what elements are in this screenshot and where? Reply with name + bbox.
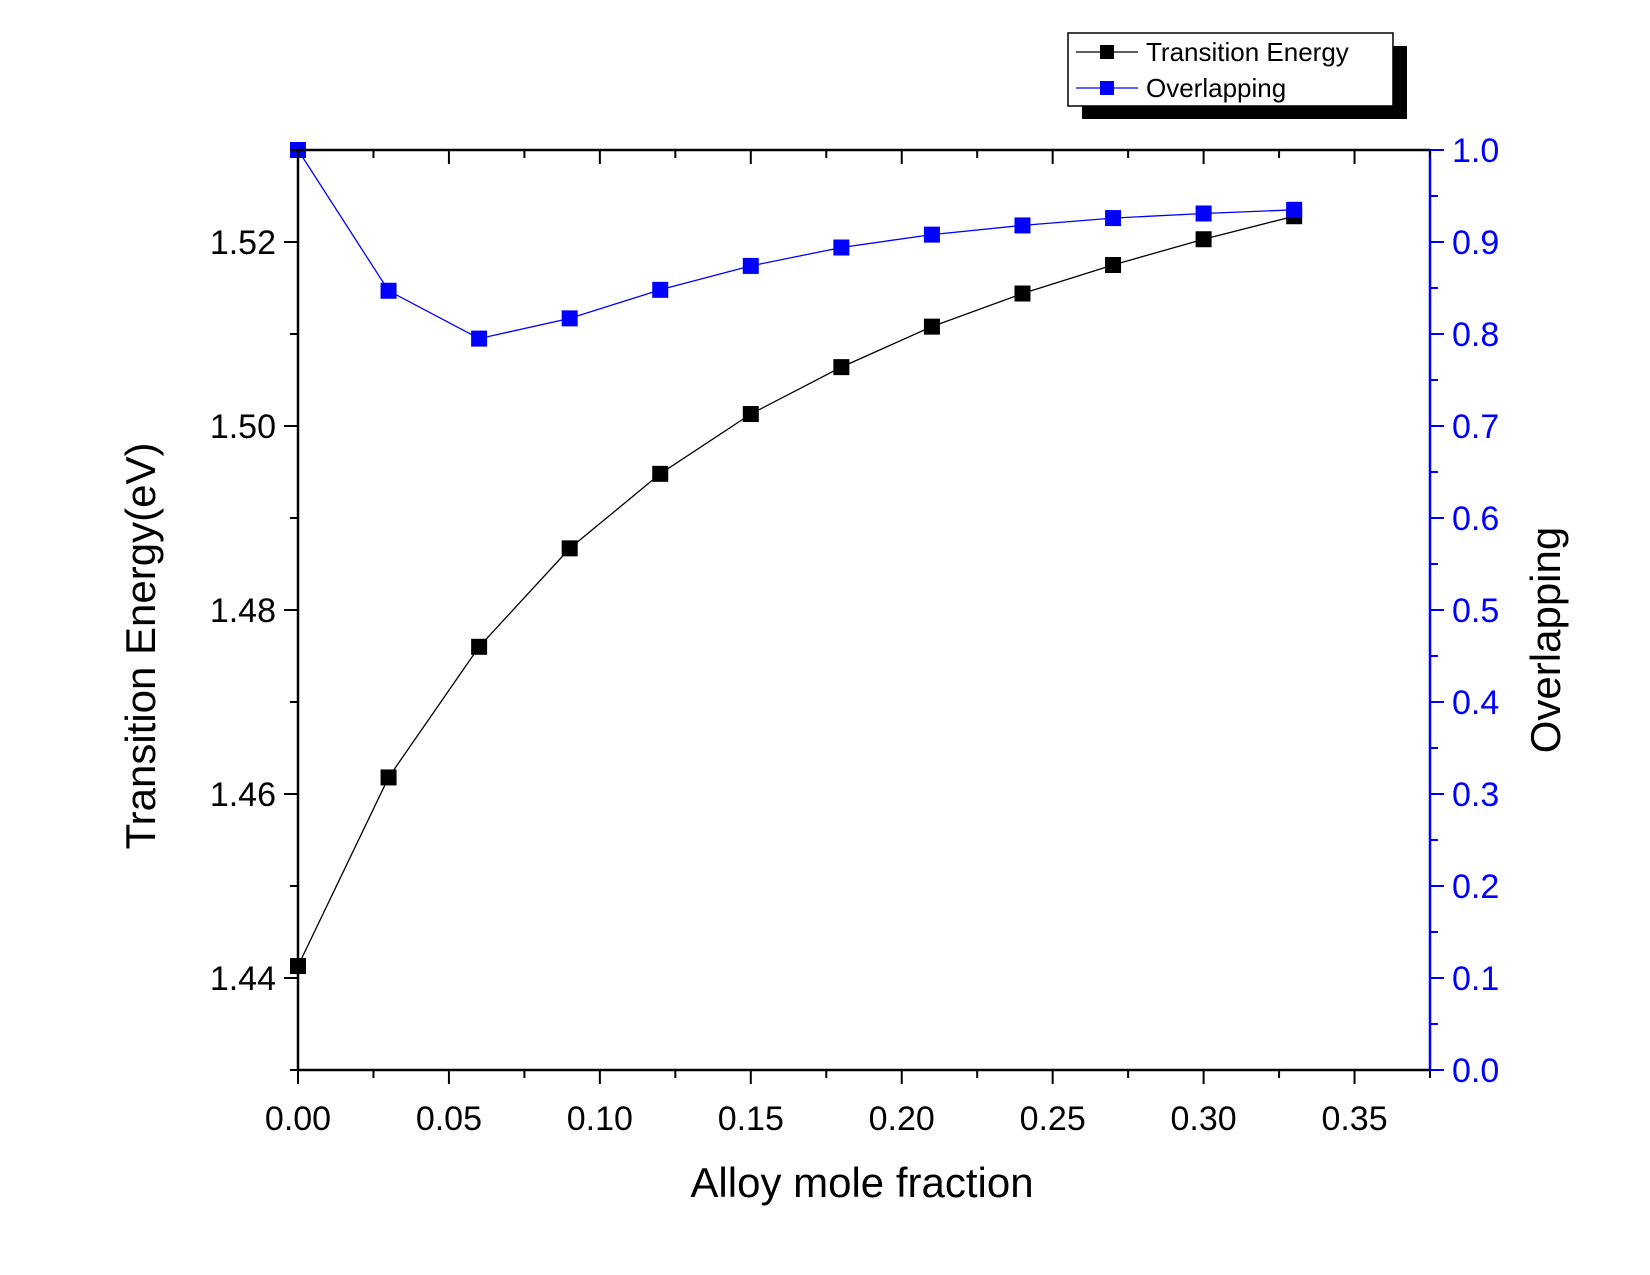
series-lines bbox=[297, 149, 1295, 967]
y-right-tick-label: 0.7 bbox=[1452, 408, 1499, 446]
x-axis-label: Alloy mole fraction bbox=[690, 1159, 1033, 1206]
y-left-tick-label: 1.44 bbox=[210, 960, 276, 998]
y-right-tick-label: 0.5 bbox=[1452, 592, 1499, 630]
tick-labels: 0.00 0.05 0.10 0.15 0.20 0.25 0.30 0.35 1.44 1.46… bbox=[210, 132, 1499, 1138]
legend-marker-transition-energy bbox=[1100, 45, 1114, 59]
legend-box bbox=[1067, 32, 1394, 107]
marker-transition-energy bbox=[1105, 257, 1122, 273]
x-tick-label: 0.20 bbox=[869, 1100, 935, 1138]
y-right-tick-label: 0.0 bbox=[1452, 1052, 1499, 1090]
marker-transition-energy bbox=[561, 540, 578, 557]
y-left-tick-label: 1.48 bbox=[210, 592, 276, 630]
y-axis-label-left: Transition Energy(eV) bbox=[117, 443, 164, 850]
axes bbox=[284, 148, 1444, 1084]
y-right-tick-label: 0.4 bbox=[1452, 684, 1499, 722]
marker-transition-energy bbox=[1014, 285, 1031, 302]
marker-transition-energy bbox=[652, 465, 669, 482]
y-right-tick-label: 1.0 bbox=[1452, 132, 1499, 170]
marker-overlapping bbox=[1195, 205, 1212, 222]
marker-transition-energy bbox=[471, 638, 488, 655]
x-tick-label: 0.30 bbox=[1171, 1100, 1237, 1138]
y-right-tick-label: 0.6 bbox=[1452, 500, 1499, 538]
y-left-tick-label: 1.52 bbox=[210, 224, 276, 262]
x-tick-label: 0.25 bbox=[1020, 1100, 1086, 1138]
marker-overlapping bbox=[380, 282, 397, 299]
marker-overlapping bbox=[833, 239, 850, 256]
marker-overlapping bbox=[652, 281, 669, 298]
marker-overlapping bbox=[1286, 201, 1303, 218]
legend-marker-overlapping bbox=[1100, 81, 1114, 95]
marker-transition-energy bbox=[380, 769, 397, 786]
marker-overlapping bbox=[923, 226, 940, 243]
marker-overlapping bbox=[561, 310, 578, 327]
legend-label-transition-energy: Transition Energy bbox=[1146, 37, 1349, 67]
y-right-tick-label: 0.9 bbox=[1452, 224, 1499, 262]
y-right-tick-label: 0.2 bbox=[1452, 868, 1499, 906]
series-line-transition-energy bbox=[297, 215, 1295, 967]
marker-overlapping bbox=[1105, 210, 1122, 227]
marker-overlapping bbox=[471, 330, 488, 347]
x-tick-label: 0.10 bbox=[567, 1100, 633, 1138]
y-axis-label-right: Overlapping bbox=[1522, 527, 1569, 753]
marker-transition-energy bbox=[742, 406, 759, 423]
y-right-tick-label: 0.8 bbox=[1452, 316, 1499, 354]
marker-transition-energy bbox=[1195, 231, 1212, 248]
legend-label-overlapping: Overlapping bbox=[1146, 73, 1286, 103]
x-tick-label: 0.15 bbox=[718, 1100, 784, 1138]
y-right-tick-label: 0.3 bbox=[1452, 776, 1499, 814]
y-left-tick-label: 1.46 bbox=[210, 776, 276, 814]
legend: Transition Energy Overlapping bbox=[1067, 32, 1407, 119]
marker-overlapping bbox=[1014, 217, 1031, 234]
x-tick-label: 0.35 bbox=[1321, 1100, 1387, 1138]
series-line-overlapping bbox=[297, 149, 1295, 340]
y-left-tick-label: 1.50 bbox=[210, 408, 276, 446]
marker-transition-energy bbox=[833, 359, 850, 376]
x-tick-label: 0.00 bbox=[265, 1100, 331, 1138]
series-markers bbox=[290, 142, 1303, 975]
y-right-tick-label: 0.1 bbox=[1452, 960, 1499, 998]
marker-overlapping bbox=[742, 257, 759, 274]
x-tick-label: 0.05 bbox=[416, 1100, 482, 1138]
marker-transition-energy bbox=[923, 318, 940, 335]
